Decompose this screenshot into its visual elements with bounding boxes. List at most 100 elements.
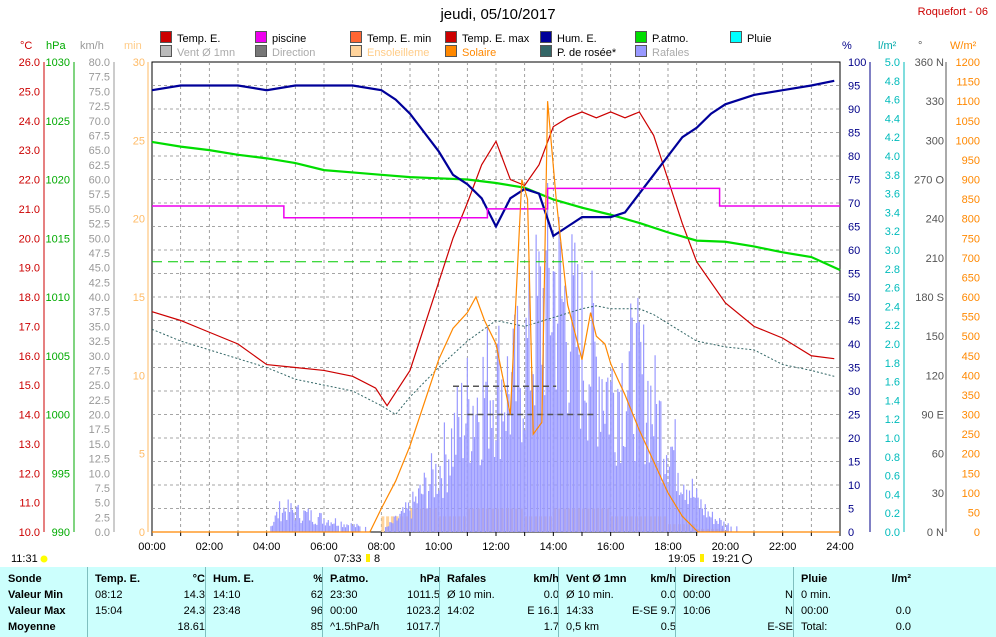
table-separator [675,567,676,637]
rain-tick-label: 1.4 [885,395,900,407]
time-tick-label: 12:00 [482,541,510,553]
wind-tick-label: 67.5 [89,130,110,142]
table-cell: 1011.5 [407,589,440,601]
legend-swatch [635,31,647,43]
unit-wind: km/h [80,40,104,52]
wind-tick-label: 40.0 [89,292,110,304]
series-dew-point [151,305,835,416]
table-cell: 18.61 [177,621,205,633]
moonrise-time: 11:31 [11,553,38,565]
hum-tick-label: 60 [848,245,860,257]
sunshine-bar [381,516,385,532]
wind-tick-label: 2.5 [95,512,110,524]
legend-item: Ensoleilleme [350,45,429,59]
solar-tick-label: 300 [962,410,980,422]
dir-tick-label: 300 [926,135,944,147]
wind-tick-label: 22.5 [89,395,110,407]
table-header-cell: Pluie [801,573,828,585]
table-header-cell: l/m² [891,573,911,585]
wind-tick-label: 37.5 [89,307,110,319]
solar-tick-label: 350 [962,390,980,402]
table-cell: E 16.1 [527,605,559,617]
wind-tick-label: 77.5 [89,72,110,84]
wind-tick-label: 32.5 [89,336,110,348]
solar-tick-label: 1200 [956,57,980,69]
wind-tick-label: 10.0 [89,468,110,480]
dir-tick-label: 180 S [915,292,944,304]
temp-tick-label: 25.0 [19,86,40,98]
temp-tick-label: 17.0 [19,321,40,333]
table-separator [205,567,206,637]
temp-tick-label: 14.0 [19,410,40,422]
time-tick-label: 02:00 [196,541,224,553]
min-tick-label: 15 [133,292,145,304]
min-tick-label: 0 [139,527,145,539]
legend-swatch [255,45,267,57]
table-cell: E-SE 9.7 [631,605,676,617]
unit-solar: W/m² [950,40,977,52]
dir-tick-label: 90 E [921,410,944,422]
unit-press: hPa [46,40,66,52]
rain-tick-label: 2.8 [885,264,900,276]
rain-tick-label: 0.4 [885,489,900,501]
legend-swatch [255,31,267,43]
legend-swatch [445,31,457,43]
min-tick-label: 5 [139,449,145,461]
table-cell: E-SE [767,621,793,633]
wind-tick-label: 75.0 [89,86,110,98]
solar-tick-label: 50 [968,507,980,519]
press-tick-label: 1030 [46,57,70,69]
legend-label: Temp. E. [177,33,221,45]
hum-tick-label: 50 [848,292,860,304]
table-separator [87,567,88,637]
time-tick-label: 24:00 [826,541,854,553]
legend-swatch [160,31,172,43]
temp-tick-label: 23.0 [19,145,40,157]
unit-dir: ° [918,40,923,52]
legend-item: P. de rosée* [540,45,616,59]
table-header-cell: Direction [683,573,731,585]
hum-tick-label: 10 [848,480,860,492]
press-tick-label: 1000 [46,410,70,422]
table-cell: Total: [801,621,828,633]
table-cell: 1023.2 [406,605,440,617]
sunrise-duration: 8 [374,553,380,565]
legend-swatch [635,45,647,57]
solar-tick-label: 200 [962,449,980,461]
legend-label: Hum. E. [557,33,597,45]
wind-tick-label: 27.5 [89,365,110,377]
hum-tick-label: 95 [848,81,860,93]
wind-tick-label: 5.0 [95,498,110,510]
legend-label: P.atmo. [652,33,689,45]
chart-title: jeudi, 05/10/2017 [440,6,556,23]
legend-item: Rafales [635,45,689,59]
solar-tick-label: 1000 [956,135,980,147]
time-tick-label: 10:00 [425,541,453,553]
rain-tick-label: 1.6 [885,377,900,389]
temp-tick-label: 19.0 [19,263,40,275]
legend-swatch [730,31,742,43]
legend-item: Hum. E. [540,31,597,45]
wind-tick-label: 47.5 [89,248,110,260]
table-cell: 23:30 [330,589,358,601]
rain-tick-label: 3.8 [885,170,900,182]
solar-tick-label: 900 [962,175,980,187]
solar-tick-label: 850 [962,194,980,206]
table-header-cell: Valeur Max [8,605,66,617]
min-tick-label: 30 [133,57,145,69]
temp-tick-label: 13.0 [19,439,40,451]
hum-tick-label: 25 [848,410,860,422]
table-cell: 0.0 [543,589,559,601]
table-header-cell: hPa [419,573,440,585]
dir-tick-label: 360 N [915,57,944,69]
hum-tick-label: 35 [848,363,860,375]
wind-tick-label: 55.0 [89,204,110,216]
hum-tick-label: 80 [848,151,860,163]
rain-tick-label: 0.8 [885,452,900,464]
dir-tick-label: 240 [926,214,944,226]
dir-tick-label: 60 [932,449,944,461]
legend-item: Direction [255,45,315,59]
rain-tick-label: 3.0 [885,245,900,257]
solar-tick-label: 950 [962,155,980,167]
legend-swatch [445,45,457,57]
